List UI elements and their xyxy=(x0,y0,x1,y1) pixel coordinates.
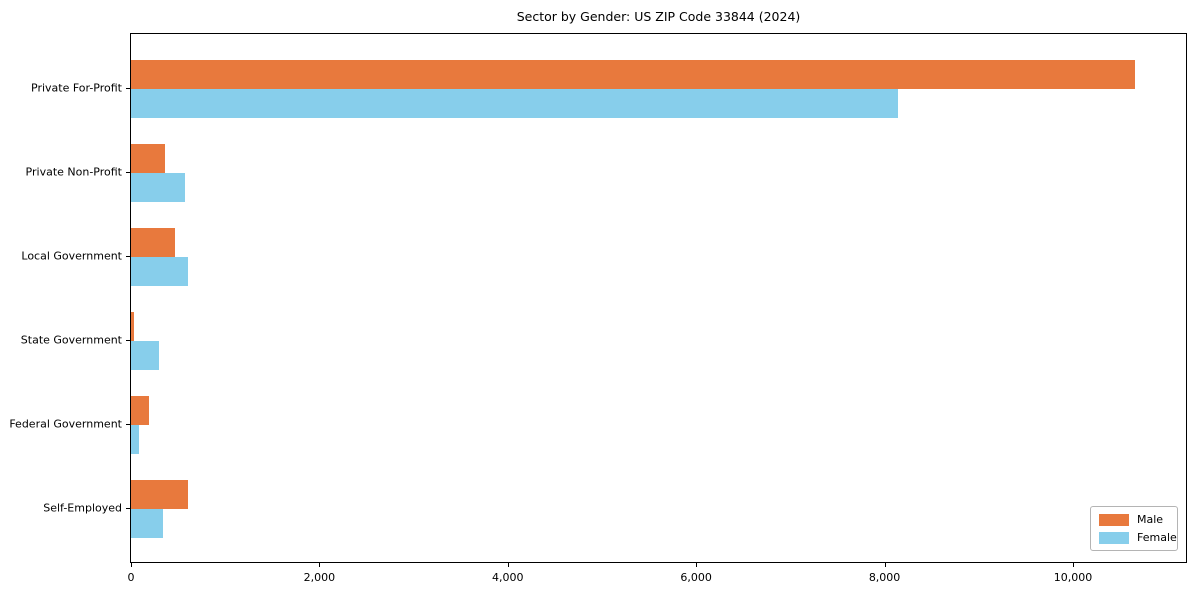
x-tick-label: 2,000 xyxy=(303,571,336,584)
y-tick-label: Private For-Profit xyxy=(31,81,122,95)
y-tick-label: Local Government xyxy=(21,249,122,263)
y-axis-labels: Private For-Profit Private Non-Profit Loca… xyxy=(0,33,122,563)
legend-entry-female: Female xyxy=(1099,531,1177,544)
x-tick-mark xyxy=(507,563,509,567)
x-tick-label: 6,000 xyxy=(680,571,712,584)
y-tick-label: State Government xyxy=(20,333,122,347)
x-tick-label: 4,000 xyxy=(492,571,524,584)
bar-female-1 xyxy=(131,173,185,202)
legend-label: Female xyxy=(1137,531,1177,544)
x-tick-mark xyxy=(131,563,132,567)
bar-female-0 xyxy=(131,89,898,118)
bar-female-3 xyxy=(131,341,160,370)
bar-male-4 xyxy=(131,396,150,425)
x-tick-label: 10,000 xyxy=(1053,571,1093,584)
x-tick-label: 8,000 xyxy=(868,571,901,584)
y-tick-mark xyxy=(126,172,130,173)
y-tick-label: Federal Government xyxy=(9,417,122,431)
y-tick-label: Self-Employed xyxy=(43,501,122,515)
legend-swatch-female xyxy=(1099,531,1129,544)
legend-swatch-male xyxy=(1099,513,1129,526)
bar-female-4 xyxy=(131,425,140,454)
y-tick-mark xyxy=(126,256,130,257)
bar-male-1 xyxy=(131,144,166,173)
y-tick-mark xyxy=(126,340,130,341)
y-tick-mark xyxy=(126,508,130,509)
bar-male-5 xyxy=(131,480,188,509)
legend-entry-male: Male xyxy=(1099,513,1169,526)
bar-male-0 xyxy=(131,60,1136,89)
x-tick-mark xyxy=(696,563,698,567)
chart-title: Sector by Gender: US ZIP Code 33844 (202… xyxy=(516,9,801,24)
x-tick-mark xyxy=(884,563,886,567)
legend: Male Female xyxy=(1090,506,1178,551)
bar-male-3 xyxy=(131,312,134,341)
bar-female-5 xyxy=(131,509,164,538)
x-tick-label: 0 xyxy=(127,571,135,584)
bar-male-2 xyxy=(131,228,176,257)
plot-area: 0 2,000 4,000 6,000 8,000 10,000 xyxy=(126,33,1187,584)
x-tick-mark xyxy=(1072,563,1074,567)
x-tick-mark xyxy=(319,563,321,567)
y-tick-mark xyxy=(126,88,130,89)
bar-female-2 xyxy=(131,257,188,286)
y-tick-label: Private Non-Profit xyxy=(25,165,122,179)
y-tick-mark xyxy=(126,424,130,425)
legend-label: Male xyxy=(1137,513,1164,526)
